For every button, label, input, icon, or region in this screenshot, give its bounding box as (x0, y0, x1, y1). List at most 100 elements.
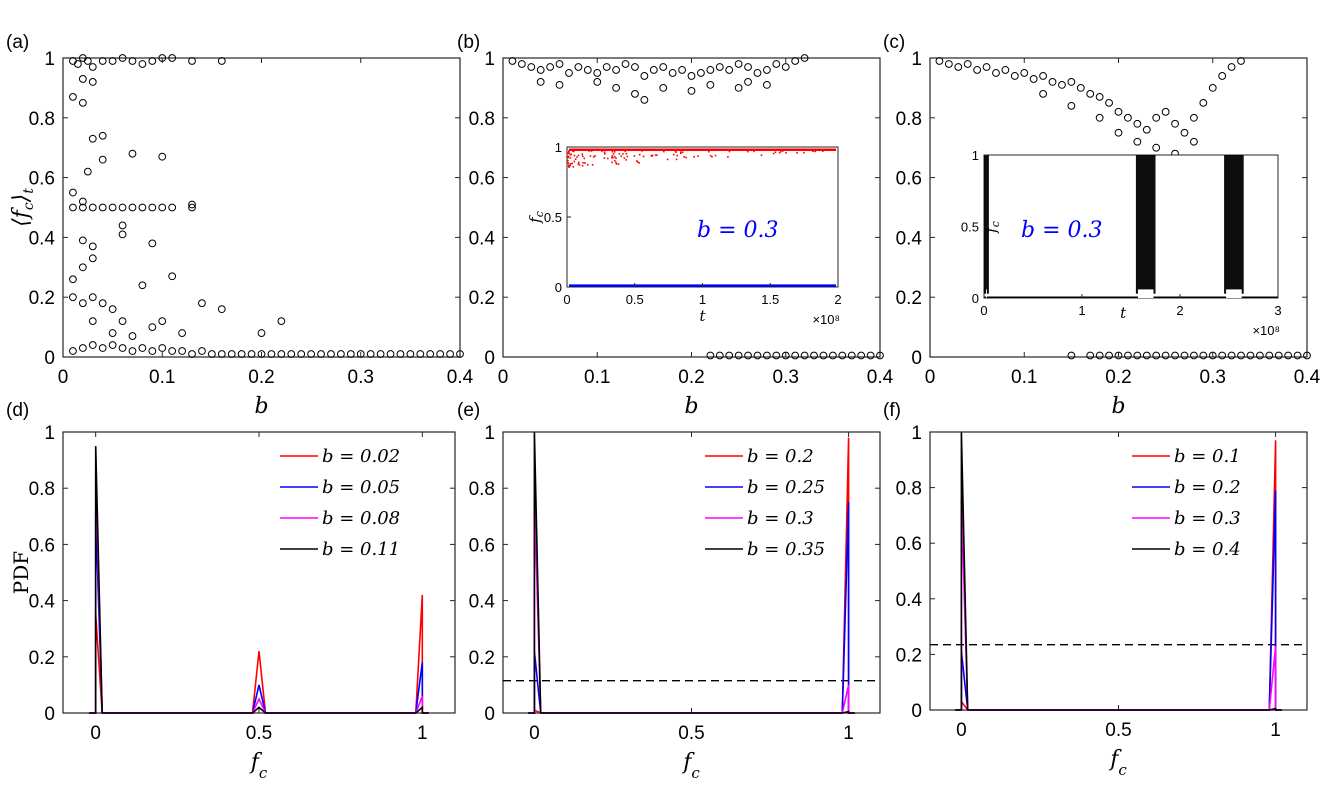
data-point (207, 350, 216, 358)
data-point (772, 351, 781, 360)
data-point (1020, 69, 1029, 77)
x-tick-label: 1 (843, 723, 854, 744)
data-point (857, 351, 866, 360)
data-point (78, 344, 87, 352)
data-point (1076, 84, 1085, 92)
legend-label: b = 0.2 (1174, 477, 1241, 498)
data-point (631, 89, 639, 98)
x-tick-label: 0.2 (678, 367, 704, 388)
data-point (98, 344, 107, 352)
data-point (88, 63, 97, 71)
data-point (168, 54, 177, 62)
inset-dot (772, 152, 775, 155)
data-point (118, 344, 127, 352)
y-tick-label: 0.6 (469, 169, 495, 190)
data-point (1095, 113, 1104, 122)
inset-dot (603, 151, 606, 153)
data-point (1086, 89, 1095, 98)
y-tick-label: 0.8 (469, 109, 495, 130)
data-point (574, 63, 583, 71)
data-point (1152, 351, 1161, 360)
data-point (158, 152, 167, 161)
data-point (687, 72, 696, 80)
data-point (108, 203, 117, 212)
data-point (1058, 81, 1066, 89)
y-tick-label: 0.2 (29, 648, 55, 669)
data-point (1124, 351, 1132, 360)
data-point (88, 254, 97, 263)
x-tick-label: 0 (529, 723, 540, 744)
inset-y-tick-label: 0.5 (961, 220, 979, 235)
data-point (678, 66, 686, 74)
y-tick-label: 0.2 (469, 288, 495, 309)
data-point (781, 63, 790, 71)
data-point (69, 347, 77, 355)
x-tick-label: 0 (956, 720, 967, 741)
inset-dot (611, 161, 613, 164)
inset-dot (613, 155, 616, 158)
data-point (706, 66, 715, 74)
inset-dot (625, 159, 627, 161)
inset-dot (618, 153, 621, 155)
inset-dot (779, 150, 782, 153)
data-point (69, 57, 77, 65)
data-point (78, 75, 87, 83)
inset-burst-gap (1226, 289, 1242, 298)
y-tick-label: 1 (911, 423, 922, 444)
data-point (277, 317, 286, 326)
inset-x-tick-label: 0 (980, 303, 987, 318)
inset-y-tick-label: 0 (972, 291, 979, 306)
data-point (307, 350, 316, 358)
data-point (406, 350, 415, 358)
inset-burst-gap (1137, 289, 1154, 298)
data-point (1001, 66, 1010, 74)
data-point (982, 63, 991, 71)
series-line (89, 446, 429, 714)
plot-frame (62, 57, 461, 358)
data-point (687, 86, 696, 95)
inset-dot (623, 157, 626, 159)
data-point (1114, 351, 1123, 360)
data-point (734, 84, 743, 92)
data-point (128, 149, 137, 158)
data-point (118, 317, 127, 326)
inset-dot (583, 157, 586, 160)
data-point (763, 66, 771, 74)
y-tick-label: 1 (484, 423, 495, 444)
data-point (1105, 98, 1113, 107)
data-point (1095, 92, 1104, 101)
data-point (456, 350, 464, 358)
x-tick-label: 0.4 (447, 367, 474, 388)
inset-y-axis-label: fc (526, 211, 546, 224)
data-point (297, 350, 306, 358)
x-tick-label: 0.5 (678, 723, 704, 744)
inset-dot (642, 155, 645, 158)
series-line (89, 594, 429, 714)
x-tick-label: 0 (925, 367, 936, 388)
data-point (108, 341, 117, 349)
x-axis-label: fc (1108, 747, 1127, 779)
data-point (158, 54, 167, 62)
data-point (188, 57, 196, 65)
data-point (1133, 119, 1142, 128)
data-point (1237, 57, 1245, 65)
x-axis-label: b (1111, 394, 1125, 419)
data-point (78, 98, 87, 107)
inset-dot (578, 164, 581, 166)
data-point (217, 57, 226, 65)
data-point (386, 350, 395, 358)
data-point (396, 350, 405, 358)
data-point (88, 317, 97, 326)
x-axis-label: b (684, 394, 698, 419)
data-point (753, 351, 762, 360)
data-point (108, 329, 117, 337)
data-point (1237, 351, 1245, 360)
data-point (753, 69, 762, 77)
data-point (436, 350, 445, 358)
series-line (955, 431, 1282, 711)
data-point (118, 221, 127, 230)
data-point (1067, 101, 1076, 110)
data-point (138, 281, 147, 290)
legend: b = 0.2 b = 0.25 b = 0.3 b = 0.35 (705, 446, 825, 560)
legend-label: b = 0.35 (747, 539, 825, 560)
